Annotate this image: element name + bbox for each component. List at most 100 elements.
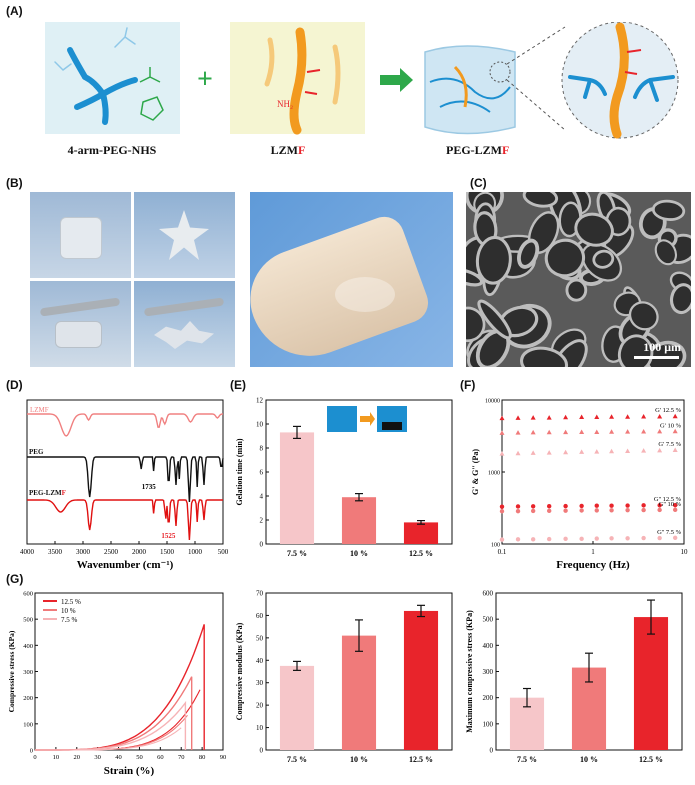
data-point xyxy=(563,536,568,542)
data-point xyxy=(515,450,521,456)
hydrogel-film xyxy=(335,277,395,312)
data-point xyxy=(499,451,505,456)
sem-pore xyxy=(565,278,588,302)
data-point xyxy=(657,503,662,508)
y-tick-label: 100 xyxy=(491,543,500,549)
x-axis-label: Wavenumber (cm⁻¹) xyxy=(77,559,174,571)
sem-pore xyxy=(466,306,486,343)
data-point xyxy=(515,415,521,420)
data-point xyxy=(546,450,552,455)
label-peg-lzmf: PEG-LZMF xyxy=(29,489,66,497)
data-point xyxy=(546,508,552,514)
annotation-1525: 1525 xyxy=(161,532,176,540)
data-point xyxy=(515,504,521,509)
y-tick-label: 0 xyxy=(260,541,264,549)
y-tick-label: 10 xyxy=(256,724,264,732)
sem-pore xyxy=(592,249,615,269)
y-tick-label: 10000 xyxy=(485,399,500,405)
data-point xyxy=(625,536,630,541)
series-label: G'' 12.5 % xyxy=(654,496,682,503)
peg-nhs-panel xyxy=(45,22,180,134)
data-point xyxy=(594,414,600,420)
compressive-modulus-chart: 0 10 20 30 40 50 60 70 7.5 % 10 % 12.5 % Compressiv… xyxy=(232,585,462,780)
data-point xyxy=(499,504,505,509)
sem-pore xyxy=(475,235,512,285)
y-tick-label: 8 xyxy=(260,445,264,453)
data-point xyxy=(625,429,631,434)
data-point xyxy=(657,535,662,541)
lzmf-fiber-icon xyxy=(264,27,341,135)
data-point xyxy=(579,503,584,509)
data-point xyxy=(563,429,569,435)
bar xyxy=(341,635,377,750)
data-point xyxy=(625,507,630,513)
y-tick-label: 400 xyxy=(23,643,33,650)
data-point xyxy=(530,415,536,420)
label-lzmf: LZMF xyxy=(30,406,49,414)
rheology-chart: 0.1 1 10 100 1000 10000 G' 12.5 % G' 10 % G' 7.5… xyxy=(462,392,692,572)
data-point xyxy=(530,508,536,514)
y-tick-label: 6 xyxy=(260,469,264,477)
data-point xyxy=(563,508,568,513)
data-point xyxy=(530,504,536,509)
sem-pore xyxy=(466,268,484,287)
data-point xyxy=(546,503,552,509)
rheology-axes xyxy=(501,399,685,545)
data-point xyxy=(672,535,678,540)
ftir-chart: 4000 3500 3000 2500 2000 1500 1000 500 Wavenumbe… xyxy=(5,392,230,572)
panel-label-e: (E) xyxy=(230,378,246,392)
data-point xyxy=(499,415,505,421)
data-point xyxy=(594,508,599,513)
x-tick-label: 3500 xyxy=(48,548,63,556)
data-point xyxy=(609,448,615,454)
label-lzm: LZM xyxy=(271,143,298,157)
x-tick-label: 2000 xyxy=(132,548,147,556)
sem-pore xyxy=(477,299,512,340)
arrow-icon xyxy=(380,68,413,92)
series-label: G'' 7.5 % xyxy=(657,529,681,536)
x-tick-label: 1 xyxy=(591,548,595,556)
inset-arrow-icon xyxy=(360,412,375,426)
y-axis-label: G' & G'' (Pa) xyxy=(471,449,480,495)
y-tick-label: 200 xyxy=(483,694,494,702)
x-axis-label: Strain (%) xyxy=(104,765,155,777)
data-point xyxy=(609,536,614,541)
ftir-axes xyxy=(26,399,224,545)
data-point xyxy=(594,536,599,541)
bar xyxy=(341,497,377,544)
x-tick-label: 7.5 % xyxy=(517,755,537,764)
unload-curve xyxy=(35,714,188,751)
y-tick-label: 500 xyxy=(483,616,494,624)
spectrum-peg xyxy=(27,456,224,503)
x-tick-label: 40 xyxy=(115,754,122,761)
x-tick-label: 4000 xyxy=(20,548,35,556)
data-point xyxy=(579,414,585,420)
x-tick-label: 7.5 % xyxy=(287,755,307,764)
data-point xyxy=(641,503,646,508)
y-tick-label: 400 xyxy=(483,642,494,650)
data-point xyxy=(530,537,536,542)
x-tick-label: 70 xyxy=(178,754,185,761)
y-tick-label: 12 xyxy=(256,397,264,405)
unload-curve xyxy=(35,689,201,751)
data-point xyxy=(579,449,585,454)
max-stress-chart: 0 100 200 300 400 500 600 7.5 % 10 % 12.5 % Maximu… xyxy=(462,585,692,780)
data-point xyxy=(672,428,678,434)
y-axis-label: Compressive modulus (KPa) xyxy=(235,622,244,720)
y-tick-label: 300 xyxy=(23,669,33,676)
panel-label-c: (C) xyxy=(470,176,487,190)
x-axis-label: Frequency (Hz) xyxy=(556,559,630,571)
y-tick-label: 30 xyxy=(256,679,264,687)
data-point xyxy=(546,536,552,542)
bar xyxy=(633,617,669,750)
data-point xyxy=(625,448,631,453)
x-tick-label: 0.1 xyxy=(498,548,507,556)
data-point xyxy=(579,508,584,513)
x-tick-label: 1000 xyxy=(188,548,203,556)
sem-image: 100 μm xyxy=(466,192,691,367)
x-tick-label: 12.5 % xyxy=(639,755,663,764)
data-point xyxy=(546,415,552,420)
sem-pore xyxy=(544,238,586,278)
y-tick-label: 1000 xyxy=(488,471,500,477)
x-tick-label: 20 xyxy=(74,754,81,761)
